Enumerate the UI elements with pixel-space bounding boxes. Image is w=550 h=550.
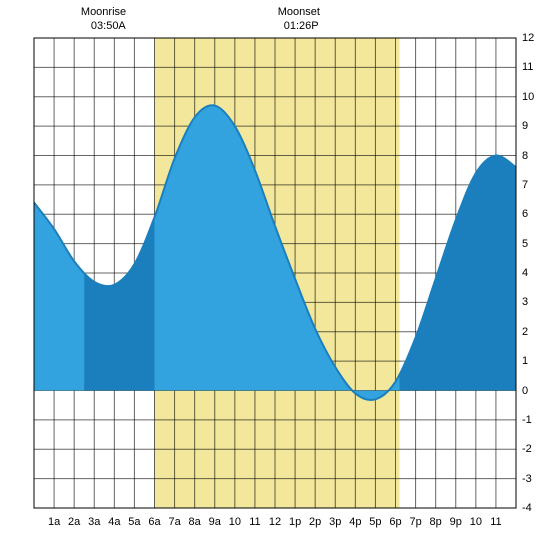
x-tick-label: 2a <box>68 516 80 528</box>
x-tick-label: 3a <box>88 516 100 528</box>
y-tick-label: 0 <box>522 385 528 397</box>
y-tick-label: 12 <box>522 32 534 44</box>
moonrise-label: Moonrise <box>81 6 126 18</box>
x-tick-label: 10 <box>470 516 482 528</box>
y-tick-label: 8 <box>522 150 528 162</box>
tide-chart: Moonrise 03:50A Moonset 01:26P 1a 2a 3a 4a 5… <box>0 0 550 550</box>
moonset-time: 01:26P <box>284 20 319 32</box>
y-tick-label: 4 <box>522 267 528 279</box>
y-tick-label: 2 <box>522 326 528 338</box>
x-tick-label: 6p <box>389 516 401 528</box>
x-tick-label: 9a <box>209 516 221 528</box>
x-tick-label: 5p <box>369 516 381 528</box>
y-tick-label: 3 <box>522 296 528 308</box>
x-tick-label: 4p <box>349 516 361 528</box>
y-tick-label: 1 <box>522 355 528 367</box>
y-tick-label: 5 <box>522 238 528 250</box>
y-tick-label: -4 <box>522 502 532 514</box>
y-tick-label: 10 <box>522 91 534 103</box>
moonrise-time: 03:50A <box>91 20 126 32</box>
y-tick-label: -3 <box>522 473 532 485</box>
x-tick-label: 11 <box>490 516 501 528</box>
x-tick-label: 2p <box>309 516 321 528</box>
x-tick-label: 7p <box>409 516 421 528</box>
y-tick-label: 11 <box>522 61 533 73</box>
x-tick-label: 5a <box>128 516 140 528</box>
x-tick-label: 10 <box>229 516 241 528</box>
y-tick-label: 7 <box>522 179 528 191</box>
x-tick-label: 8p <box>430 516 442 528</box>
x-tick-label: 1p <box>289 516 301 528</box>
x-tick-label: 11 <box>249 516 260 528</box>
x-tick-label: 7a <box>168 516 180 528</box>
chart-canvas <box>0 0 550 550</box>
moonset-label: Moonset <box>278 6 320 18</box>
y-tick-label: 9 <box>522 120 528 132</box>
x-tick-label: 3p <box>329 516 341 528</box>
x-tick-label: 6a <box>148 516 160 528</box>
x-tick-label: 9p <box>450 516 462 528</box>
x-tick-label: 12 <box>269 516 281 528</box>
x-tick-label: 1a <box>48 516 60 528</box>
y-tick-label: -1 <box>522 414 532 426</box>
y-tick-label: -2 <box>522 443 532 455</box>
x-tick-label: 8a <box>189 516 201 528</box>
y-tick-label: 6 <box>522 208 528 220</box>
x-tick-label: 4a <box>108 516 120 528</box>
